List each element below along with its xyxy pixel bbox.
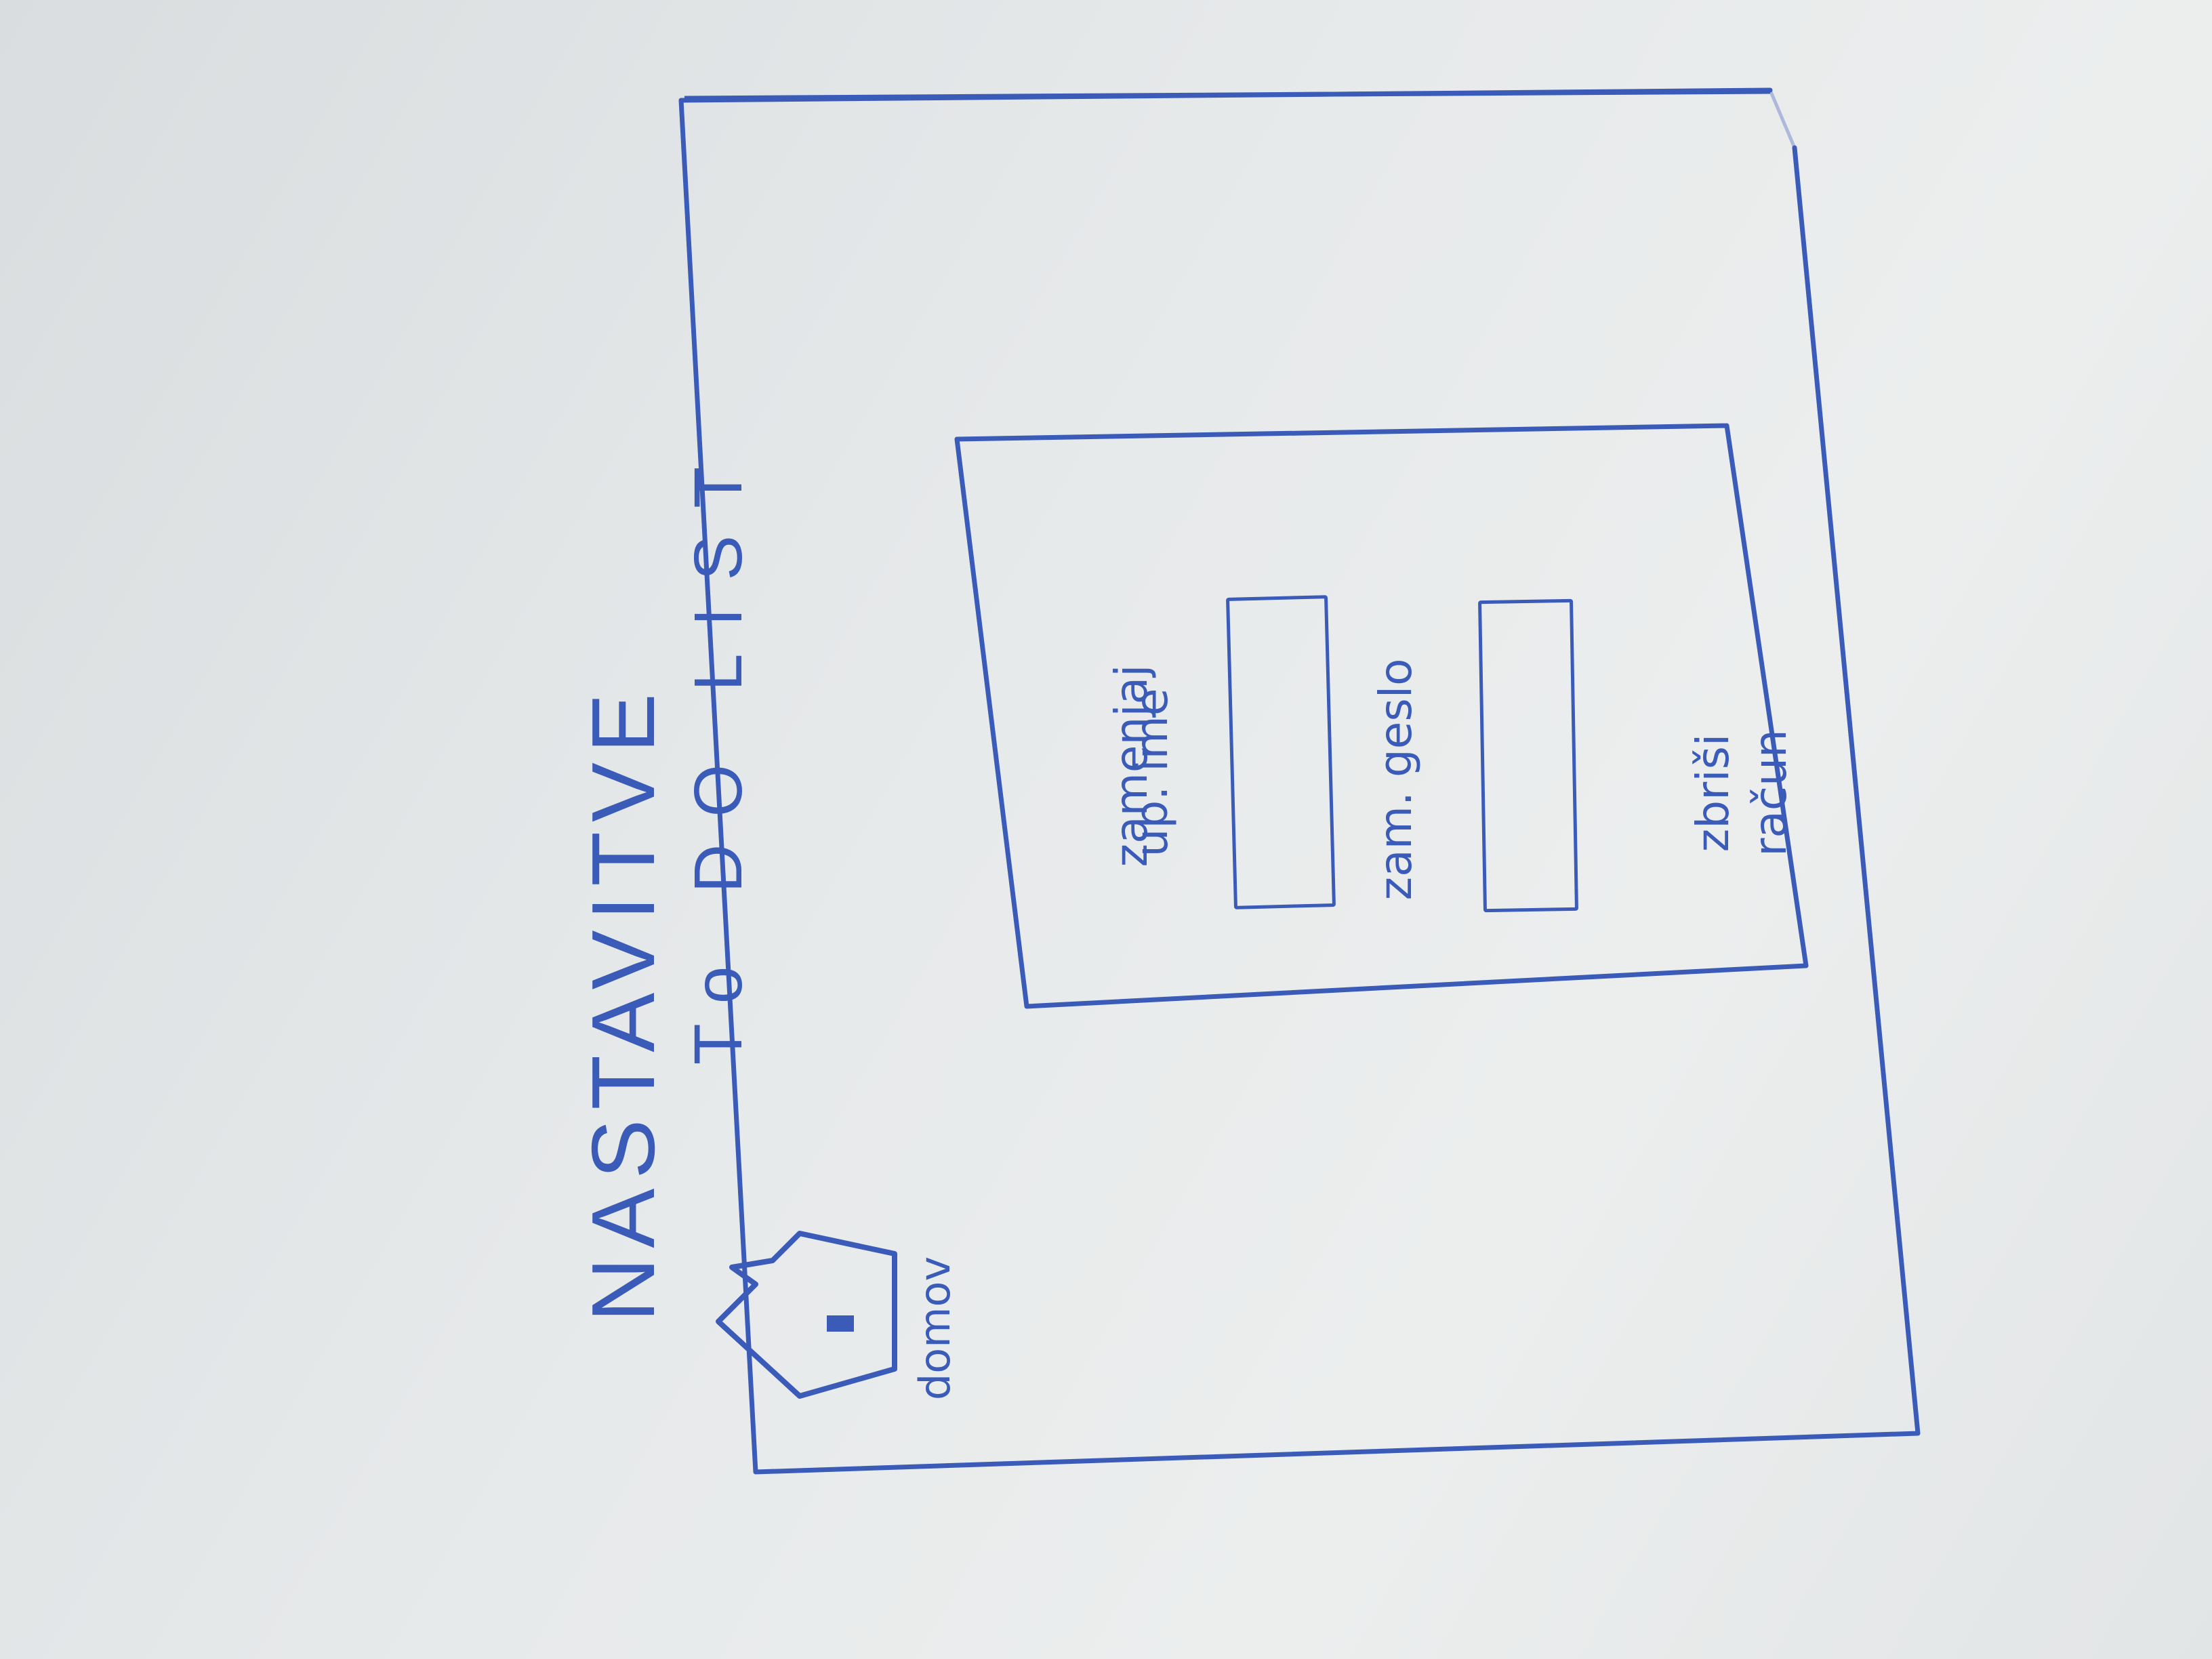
page-title: NASTAVITVE bbox=[573, 684, 673, 1322]
settings-panel-frame bbox=[954, 423, 1809, 1009]
app-title: To DO LIST bbox=[680, 439, 756, 1065]
delete-account-button[interactable]: zbriši račun bbox=[1684, 573, 1806, 1013]
delete-account-label-line2: račun bbox=[1744, 729, 1797, 857]
home-icon bbox=[716, 1231, 897, 1399]
home-label: domov bbox=[910, 1256, 960, 1401]
delete-account-label-line1: zbriši bbox=[1687, 733, 1739, 853]
password-input[interactable] bbox=[1477, 598, 1579, 913]
screen-frame-outline bbox=[678, 87, 1921, 1475]
change-username-label-line2: up. ime bbox=[1126, 688, 1178, 857]
username-input[interactable] bbox=[1226, 595, 1336, 909]
change-password-label: zam. geslo bbox=[1370, 658, 1422, 901]
screen-frame-top-right bbox=[1768, 88, 1797, 150]
